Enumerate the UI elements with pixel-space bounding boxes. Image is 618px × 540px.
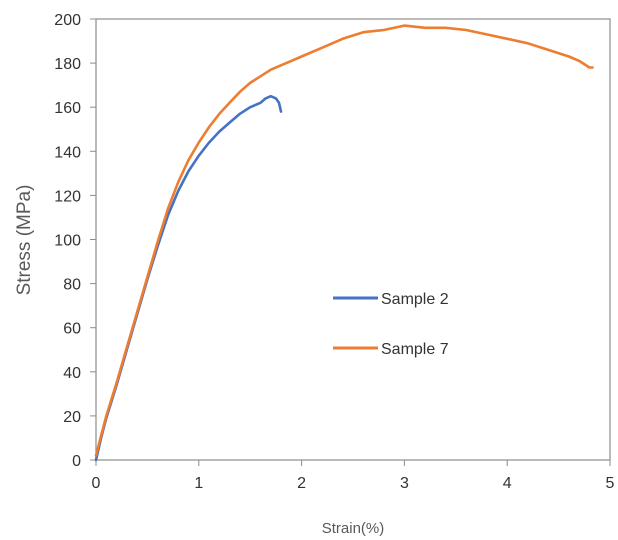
data-point	[290, 60, 293, 62]
y-tick-label: 180	[54, 56, 81, 73]
data-point	[269, 95, 272, 98]
data-point	[249, 82, 252, 84]
data-point	[218, 130, 221, 133]
data-point	[362, 31, 365, 34]
data-point	[105, 415, 108, 417]
legend-item-sample-7: Sample 7	[333, 341, 449, 358]
axes: 0 1 2 3 4 5 0 20 40 60 80 100 120 140 160 180 200	[54, 12, 614, 492]
y-tick-label: 160	[54, 100, 81, 117]
data-point	[95, 459, 97, 461]
data-point	[197, 141, 200, 144]
data-point	[136, 311, 139, 314]
data-point	[146, 276, 149, 278]
x-tick-label: 4	[503, 475, 512, 492]
data-point	[100, 434, 102, 437]
legend-label: Sample 2	[381, 291, 449, 308]
y-tick-label: 40	[63, 365, 81, 382]
legend-label: Sample 7	[381, 341, 449, 358]
data-point	[264, 97, 267, 100]
data-point	[591, 66, 594, 69]
data-point	[208, 126, 211, 128]
series-line-sample-2	[94, 94, 283, 462]
x-tick-label: 2	[297, 475, 306, 492]
data-point	[280, 64, 282, 67]
y-tick-label: 100	[54, 233, 81, 250]
legend-item-sample-2: Sample 2	[333, 291, 449, 308]
y-tick-label: 200	[54, 12, 81, 29]
data-point	[588, 66, 591, 69]
y-tick-label: 60	[63, 321, 81, 338]
y-tick-label: 0	[72, 453, 81, 470]
data-point	[187, 159, 190, 162]
x-axis-title: Strain(%)	[322, 520, 385, 537]
data-point	[568, 55, 570, 58]
data-point	[167, 214, 169, 217]
data-point	[197, 154, 200, 157]
series-sample-7	[94, 24, 594, 457]
series-layer	[94, 24, 594, 462]
data-point	[239, 112, 241, 115]
data-point	[278, 101, 280, 104]
data-point	[115, 381, 118, 384]
data-point	[526, 42, 529, 45]
data-point	[177, 181, 180, 184]
data-point	[167, 207, 169, 210]
data-point	[280, 110, 282, 113]
plot-area-frame	[95, 18, 611, 461]
x-tick-label: 3	[400, 475, 409, 492]
data-point	[321, 46, 324, 49]
data-point	[506, 37, 509, 40]
data-point	[300, 55, 303, 58]
y-axis-title: Stress (MPa)	[14, 185, 35, 296]
y-tick-label: 120	[54, 188, 81, 205]
data-point	[249, 106, 252, 109]
data-point	[259, 101, 262, 104]
data-point	[444, 26, 447, 29]
y-tick-label: 140	[54, 144, 81, 161]
data-point	[156, 240, 159, 243]
data-point	[403, 24, 406, 27]
x-tick-label: 1	[194, 475, 203, 492]
y-tick-label: 80	[63, 277, 81, 294]
data-point	[269, 68, 272, 71]
y-tick-label: 20	[63, 409, 81, 426]
series-line-sample-7	[94, 24, 594, 457]
data-point	[125, 346, 128, 349]
data-point	[218, 112, 221, 115]
data-point	[547, 49, 550, 51]
x-tick-label: 5	[606, 475, 615, 492]
x-tick-label: 0	[92, 475, 101, 492]
data-point	[95, 454, 97, 457]
data-point	[485, 33, 488, 36]
data-point	[578, 60, 581, 62]
data-point	[341, 37, 344, 40]
data-point	[239, 90, 241, 93]
data-point	[259, 75, 262, 78]
data-point	[382, 29, 385, 31]
data-point	[228, 121, 231, 124]
data-point	[465, 29, 467, 31]
legend: Sample 2 Sample 7	[333, 291, 449, 358]
data-point	[177, 190, 180, 192]
data-point	[187, 170, 190, 173]
data-point	[208, 141, 211, 144]
data-point	[228, 101, 231, 104]
series-sample-2	[94, 94, 283, 462]
data-point	[424, 26, 426, 29]
data-point	[275, 97, 277, 100]
